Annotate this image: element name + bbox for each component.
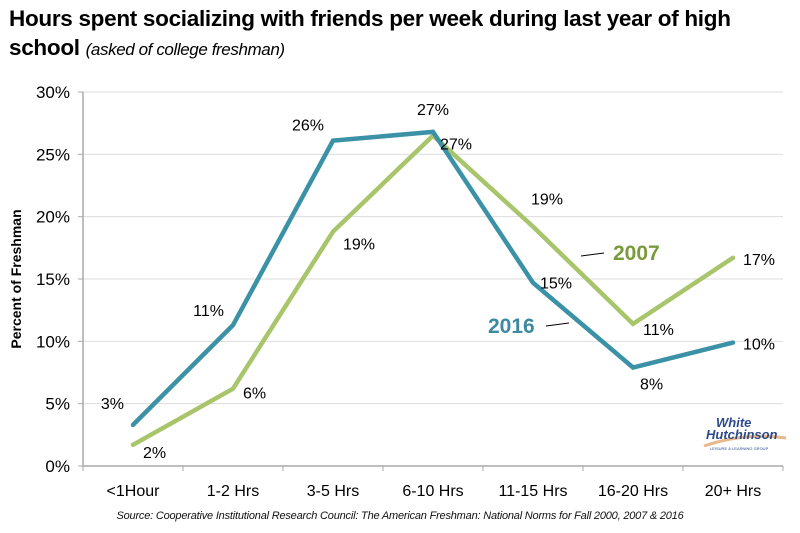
x-tick-label: 20+ Hrs bbox=[705, 483, 761, 500]
x-tick-label: 1-2 Hrs bbox=[207, 483, 259, 500]
data-label-2016: 10% bbox=[743, 337, 775, 354]
axes bbox=[82, 92, 784, 471]
x-tick-label: 11-15 Hrs bbox=[498, 483, 567, 500]
logo-line1: White bbox=[716, 415, 751, 430]
y-axis-label: Percent of Freshman bbox=[8, 209, 24, 348]
y-tick-label: 15% bbox=[36, 270, 70, 289]
data-label-2007: 27% bbox=[440, 137, 472, 154]
title-main: Hours spent socializing with friends per… bbox=[9, 6, 731, 60]
data-label-2007: 6% bbox=[243, 386, 266, 403]
series-line-2007 bbox=[130, 132, 736, 448]
x-tick-label: 6-10 Hrs bbox=[402, 483, 463, 500]
series-lines bbox=[130, 129, 736, 448]
data-label-2007: 17% bbox=[743, 252, 775, 269]
y-tick-label: 5% bbox=[45, 395, 70, 414]
y-tick-label: 25% bbox=[36, 145, 70, 164]
data-label-2007: 19% bbox=[531, 192, 563, 209]
data-labels: 3% 11% 26% 27% 15% 8% 10% 2% 6% 19% 27% 19% 11% 17% bbox=[101, 102, 775, 462]
series-annotations: 2007 2016 bbox=[488, 242, 660, 338]
y-tick-label: 0% bbox=[45, 457, 70, 476]
y-tick-labels: 0% 5% 10% 15% 20% 25% 30% bbox=[36, 83, 70, 476]
gridlines bbox=[78, 91, 783, 467]
annotation-2016-leader bbox=[545, 322, 570, 327]
data-label-2016: 26% bbox=[292, 118, 324, 135]
annotation-2007: 2007 bbox=[613, 242, 660, 265]
x-tick-label: <1Hour bbox=[107, 483, 161, 500]
logo-tagline: LEISURE & LEARNING GROUP bbox=[710, 446, 769, 451]
data-label-2007: 2% bbox=[143, 445, 166, 462]
data-label-2016: 27% bbox=[417, 102, 449, 119]
title-subtitle: (asked of college freshman) bbox=[85, 40, 285, 59]
y-tick-label: 30% bbox=[36, 83, 70, 102]
annotation-2016: 2016 bbox=[488, 315, 535, 338]
data-label-2007: 11% bbox=[643, 322, 674, 339]
logo-line2: Hutchinson bbox=[706, 427, 778, 442]
data-label-2016: 3% bbox=[101, 396, 124, 413]
x-tick-labels: <1Hour 1-2 Hrs 3-5 Hrs 6-10 Hrs 11-15 Hrs 16-… bbox=[107, 483, 762, 500]
annotation-2007-leader bbox=[580, 252, 605, 257]
y-tick-label: 20% bbox=[36, 208, 70, 227]
white-hutchinson-logo: White Hutchinson LEISURE & LEARNING GROU… bbox=[700, 412, 790, 458]
chart-title: Hours spent socializing with friends per… bbox=[9, 4, 799, 64]
y-tick-label: 10% bbox=[36, 332, 70, 351]
x-tick-label: 16-20 Hrs bbox=[598, 483, 668, 500]
data-label-2016: 15% bbox=[540, 276, 572, 293]
data-label-2016: 11% bbox=[193, 303, 224, 320]
data-label-2016: 8% bbox=[640, 377, 663, 394]
source-note: Source: Cooperative Institutional Resear… bbox=[116, 510, 684, 522]
x-tick-label: 3-5 Hrs bbox=[307, 483, 359, 500]
data-label-2007: 19% bbox=[343, 237, 375, 254]
